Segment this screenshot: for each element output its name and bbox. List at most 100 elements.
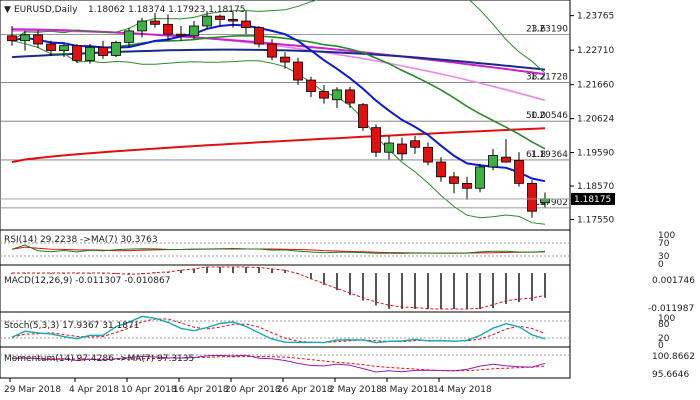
symbol-label: EURUSD,Daily (14, 5, 78, 15)
stoch-tick-0: 0 (658, 341, 664, 351)
price-panel[interactable]: 23.61.2319038.21.2172850.01.2054661.81.1… (0, 0, 571, 231)
candle-body (501, 156, 511, 163)
candle-body (462, 182, 472, 189)
macd-bar (154, 272, 156, 274)
band-lower-line (11, 40, 546, 225)
date-tick-label: 10 Apr 2018 (121, 385, 177, 395)
candle (189, 21, 199, 40)
macd-bar (414, 273, 416, 309)
band-upper-line (11, 0, 546, 74)
stoch-tick-100: 100 (658, 314, 675, 324)
candle-body (59, 45, 69, 51)
momentum-frame (0, 346, 571, 379)
candle-body (20, 34, 30, 42)
rsi-tick-30: 30 (658, 252, 670, 262)
candle (163, 14, 173, 41)
price-tick-label: 1.23765 (577, 12, 614, 22)
candle (475, 163, 485, 193)
macd-bar (401, 273, 403, 309)
candle-body (137, 20, 147, 32)
candle (59, 44, 69, 58)
macd-bar (427, 273, 429, 309)
candle-body (436, 161, 446, 178)
macd-bar (349, 273, 351, 296)
candle (410, 135, 420, 154)
candle-body (280, 56, 290, 63)
candle (150, 12, 160, 28)
candle (462, 176, 472, 200)
stoch-frame (0, 311, 571, 348)
candle-body (371, 127, 381, 153)
candle-body (514, 160, 524, 184)
candle (124, 27, 134, 48)
macd-bar (453, 273, 455, 309)
candle (397, 137, 407, 161)
macd-panel[interactable]: MACD(12,26,9) -0.011307 -0.010867 0.0017… (0, 264, 695, 314)
moving-averages (11, 0, 546, 225)
candle-body (397, 143, 407, 155)
macd-bar (206, 267, 208, 273)
candle-body (228, 19, 238, 22)
date-tick-label: 4 Apr 2018 (69, 385, 119, 395)
macd-bar (336, 273, 338, 291)
candle (215, 14, 225, 26)
candle-body (163, 23, 173, 35)
candle-body (72, 45, 82, 61)
candle (293, 57, 303, 85)
date-tick-label: 16 Apr 2018 (173, 385, 229, 395)
stoch-tick-20: 20 (658, 334, 670, 344)
price-tick-label: 1.18570 (577, 182, 614, 192)
candle-body (150, 20, 160, 25)
price-tick-label: 1.17550 (577, 215, 614, 225)
candle-body (176, 33, 186, 37)
date-tick-label: 2 May 2018 (329, 385, 382, 395)
candle-body (332, 89, 342, 101)
fib-percent-label: 61.8 (526, 150, 546, 160)
candle (46, 40, 56, 56)
macd-bar (115, 273, 117, 274)
fib-percent-label: 38.2 (526, 72, 546, 82)
candle (72, 44, 82, 64)
macd-bar (505, 273, 507, 304)
candle-body (267, 43, 277, 58)
macd-bar (128, 273, 130, 275)
candle (176, 25, 186, 41)
candle-body (358, 104, 368, 129)
rsi-panel[interactable]: RSI(14) 29.2238 ->MA(7) 30.3763 100 70 3… (0, 229, 675, 270)
candle-body (241, 20, 251, 29)
current-price-box (571, 192, 615, 205)
macd-signal-line (12, 266, 546, 310)
candle (228, 11, 238, 28)
stoch-panel[interactable]: Stoch(5,3,3) 17.9367 31.1871 100 80 20 0 (0, 311, 675, 351)
candle (345, 86, 355, 108)
header-arrow-icon: ▼ (4, 5, 11, 15)
momentum-panel[interactable]: Momentum(14) 97.4286 ->MA(7) 97.3135 100… (0, 346, 695, 380)
candle-body (540, 198, 550, 204)
candlesticks (7, 11, 550, 218)
candle (241, 11, 251, 35)
date-tick-label: 29 Mar 2018 (4, 385, 61, 395)
macd-bar (180, 269, 182, 273)
candle (514, 152, 524, 187)
candle-body (384, 142, 394, 153)
macd-bar (362, 273, 364, 301)
stoch-k-line (11, 315, 546, 344)
candle-body (215, 15, 225, 20)
macd-bar (440, 273, 442, 309)
macd-bar (544, 273, 546, 298)
macd-bar (258, 267, 260, 273)
fib-value-label: 1.23190 (531, 24, 568, 34)
macd-bar (50, 273, 52, 274)
ohlc-values: 1.18062 1.18374 1.17923 1.18175 (88, 5, 245, 15)
candle (501, 139, 511, 163)
candle (332, 87, 342, 108)
candle (384, 135, 394, 160)
date-tick-label: 20 Apr 2018 (225, 385, 281, 395)
candle (111, 40, 121, 58)
price-tick-label: 1.22710 (577, 46, 614, 56)
candle (436, 157, 446, 182)
candle-body (7, 35, 17, 42)
candle (267, 39, 277, 61)
candle-body (111, 41, 121, 56)
